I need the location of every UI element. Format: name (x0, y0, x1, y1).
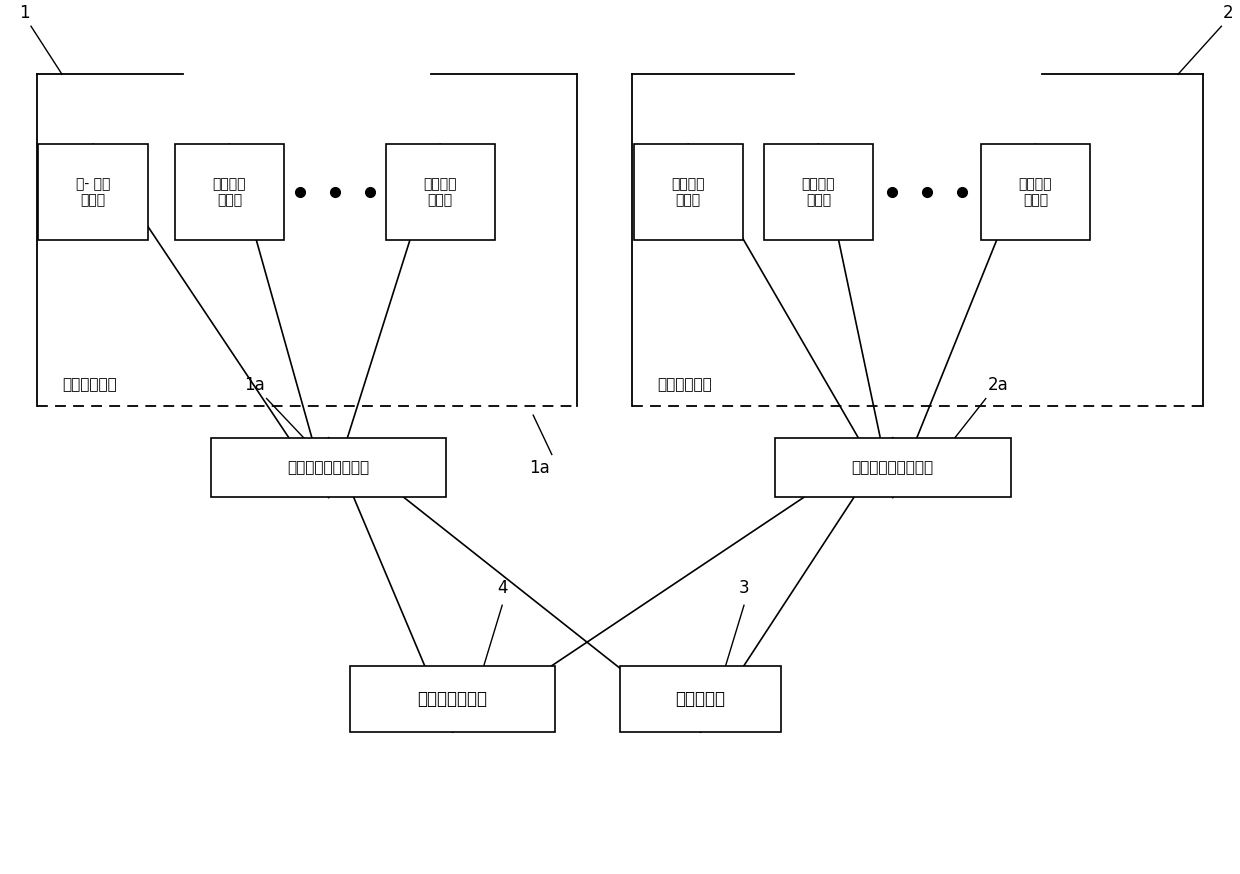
Text: 证书服务器: 证书服务器 (676, 690, 725, 708)
Text: 第二访问控制服务器: 第二访问控制服务器 (852, 460, 934, 475)
Text: 第- 应用
服务器: 第- 应用 服务器 (76, 177, 110, 207)
Text: 第二访管理域: 第二访管理域 (657, 377, 712, 392)
Bar (350, 667, 556, 732)
Text: 第一访管理域: 第一访管理域 (62, 377, 117, 392)
Text: 第一访问控制服务器: 第一访问控制服务器 (288, 460, 370, 475)
Text: 第二应用
服务器: 第二应用 服务器 (801, 177, 836, 207)
Bar (386, 144, 495, 240)
Bar (981, 144, 1090, 240)
Bar (38, 144, 148, 240)
Text: 3: 3 (739, 579, 749, 597)
Bar (620, 667, 781, 732)
Text: 1a: 1a (244, 377, 264, 394)
Bar (775, 438, 1011, 497)
Text: 2a: 2a (988, 377, 1008, 394)
Text: 第一应用
服务器: 第一应用 服务器 (423, 177, 458, 207)
Text: 属性管理服务器: 属性管理服务器 (418, 690, 487, 708)
Text: 1: 1 (20, 4, 30, 22)
Bar (175, 144, 284, 240)
Text: 1a: 1a (529, 459, 549, 476)
Bar (211, 438, 446, 497)
Bar (634, 144, 743, 240)
Text: 第二应用
服务器: 第二应用 服务器 (212, 177, 247, 207)
Text: 第二应用
服务器: 第二应用 服务器 (671, 177, 706, 207)
Text: 4: 4 (497, 579, 507, 597)
Bar (764, 144, 873, 240)
Text: 2: 2 (1223, 4, 1233, 22)
Text: 第二应用
服务器: 第二应用 服务器 (1018, 177, 1053, 207)
